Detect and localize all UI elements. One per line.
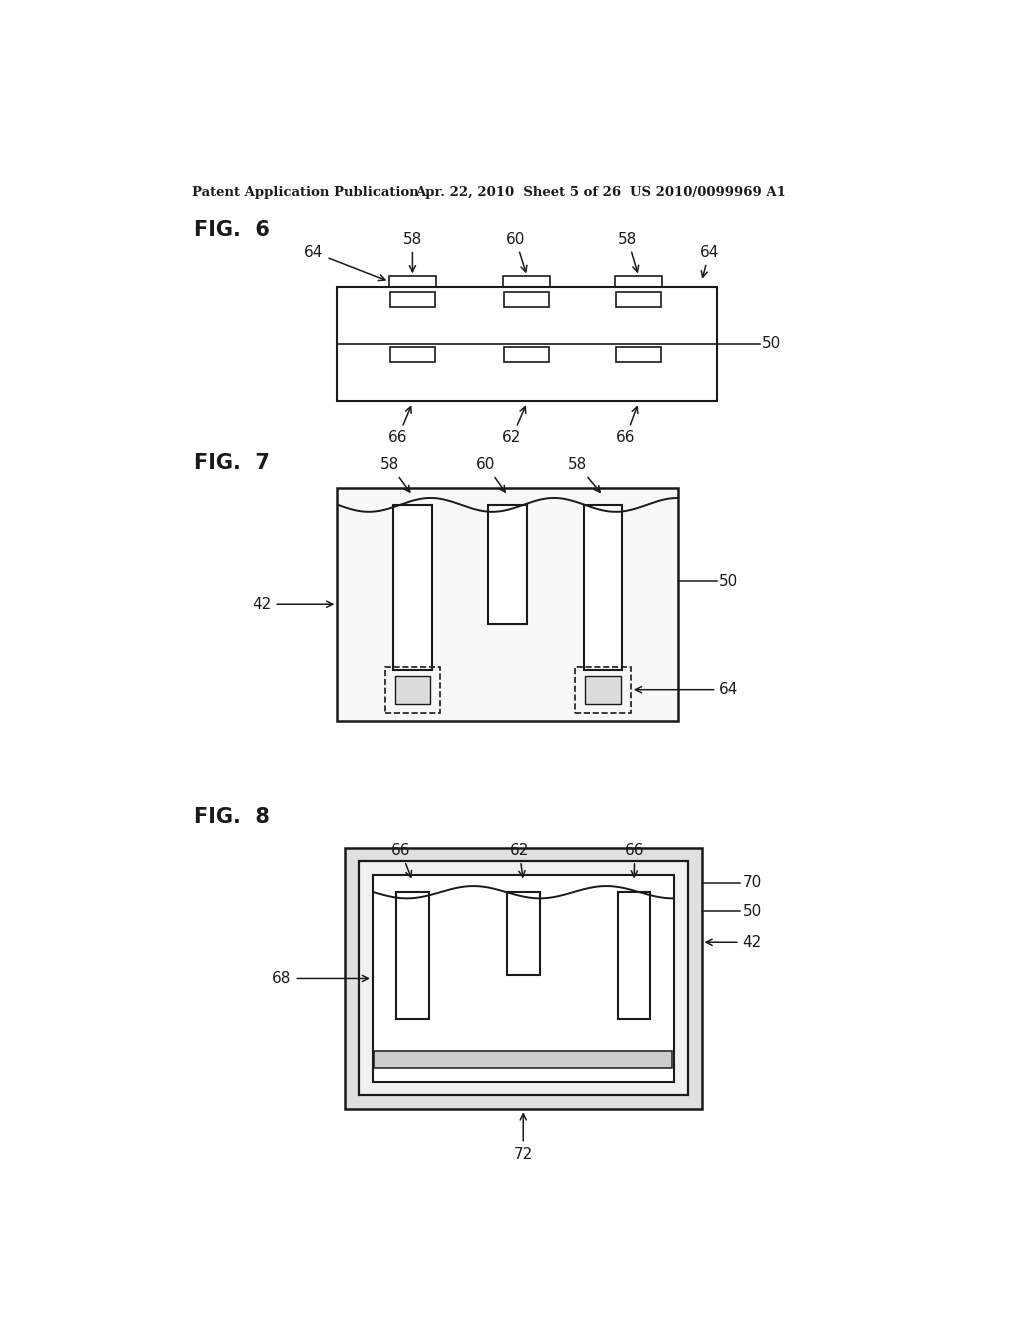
- Bar: [615, 276, 662, 286]
- Bar: [507, 892, 540, 975]
- Bar: [617, 892, 650, 1019]
- Bar: [584, 506, 623, 671]
- Text: 64: 64: [304, 244, 385, 281]
- Bar: [504, 347, 549, 363]
- Text: 62: 62: [502, 407, 525, 445]
- Bar: [394, 676, 430, 704]
- Bar: [385, 667, 440, 713]
- Text: 66: 66: [625, 843, 644, 876]
- Bar: [503, 276, 550, 286]
- Text: 70: 70: [742, 875, 762, 891]
- Text: 58: 58: [380, 457, 410, 492]
- Bar: [390, 347, 435, 363]
- Bar: [337, 488, 678, 721]
- Text: 64: 64: [699, 244, 719, 277]
- Text: 58: 58: [618, 232, 639, 272]
- Text: 50: 50: [742, 904, 762, 919]
- Text: 64: 64: [636, 682, 738, 697]
- Text: 66: 66: [615, 407, 638, 445]
- Bar: [504, 292, 549, 308]
- Bar: [586, 676, 621, 704]
- Bar: [337, 286, 717, 401]
- Text: 60: 60: [506, 232, 527, 272]
- Text: 66: 66: [391, 843, 412, 878]
- Text: 42: 42: [252, 597, 333, 611]
- Bar: [396, 892, 429, 1019]
- Bar: [575, 667, 631, 713]
- Text: FIG.  6: FIG. 6: [194, 220, 269, 240]
- Text: 72: 72: [514, 1114, 532, 1162]
- Text: 50: 50: [762, 337, 781, 351]
- Text: FIG.  8: FIG. 8: [194, 807, 269, 826]
- Bar: [616, 347, 662, 363]
- Text: 62: 62: [510, 843, 529, 876]
- Text: 66: 66: [388, 407, 412, 445]
- Text: 58: 58: [568, 457, 600, 492]
- Bar: [359, 862, 687, 1096]
- Text: Patent Application Publication: Patent Application Publication: [191, 186, 418, 199]
- Bar: [375, 1051, 672, 1068]
- Bar: [390, 292, 435, 308]
- Text: US 2010/0099969 A1: US 2010/0099969 A1: [630, 186, 786, 199]
- Bar: [345, 847, 701, 1109]
- Bar: [393, 506, 432, 671]
- Text: 42: 42: [706, 935, 762, 950]
- Text: 50: 50: [719, 574, 738, 589]
- Text: 60: 60: [476, 457, 505, 492]
- Text: FIG.  7: FIG. 7: [194, 453, 269, 473]
- Bar: [389, 276, 435, 286]
- Bar: [373, 875, 674, 1081]
- Text: 68: 68: [272, 972, 369, 986]
- Text: Apr. 22, 2010  Sheet 5 of 26: Apr. 22, 2010 Sheet 5 of 26: [415, 186, 621, 199]
- Text: 58: 58: [402, 232, 422, 272]
- Bar: [616, 292, 662, 308]
- Bar: [488, 504, 527, 624]
